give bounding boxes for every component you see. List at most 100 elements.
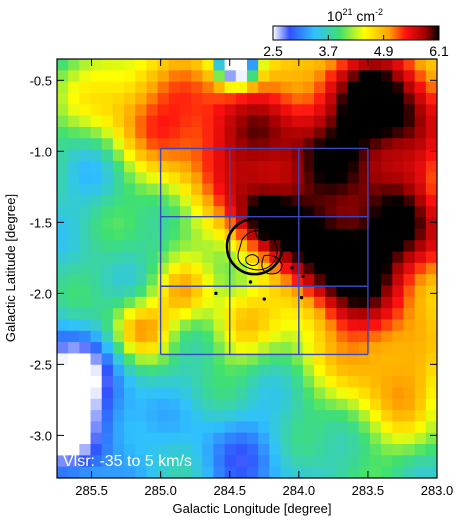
y-tick-label: -2.0	[30, 286, 52, 301]
heatmap-cell	[168, 183, 181, 196]
heatmap-cell	[280, 92, 293, 105]
heatmap-cell	[57, 421, 69, 434]
heatmap-cell	[135, 330, 148, 343]
heatmap-cell	[369, 319, 382, 332]
heatmap-cell	[403, 410, 416, 422]
heatmap-cell	[235, 421, 248, 434]
heatmap-cell	[135, 285, 148, 298]
heatmap-cell	[258, 160, 270, 173]
heatmap-cell	[392, 138, 405, 151]
heatmap-cell	[101, 126, 114, 139]
heatmap-cell	[414, 149, 427, 162]
heatmap-cell	[213, 398, 226, 411]
heatmap-cell	[79, 172, 92, 185]
heatmap-cell	[381, 92, 393, 105]
heatmap-cell	[347, 104, 360, 117]
heatmap-cell	[414, 194, 427, 207]
heatmap-cell	[258, 387, 270, 400]
heatmap-cell	[213, 59, 226, 71]
heatmap-cell	[291, 432, 304, 445]
heatmap-cell	[68, 444, 80, 456]
heatmap-cell	[101, 376, 114, 389]
heatmap-cell	[224, 364, 237, 377]
heatmap-cell	[179, 59, 192, 71]
heatmap-cell	[381, 126, 393, 139]
heatmap-cell	[124, 398, 136, 411]
heatmap-cell	[369, 410, 382, 422]
heatmap-cell	[302, 421, 315, 434]
heatmap-cell	[90, 104, 103, 117]
heatmap-cell	[68, 387, 80, 400]
heatmap-cell	[124, 81, 136, 94]
heatmap-cell	[336, 92, 349, 105]
heatmap-cell	[425, 217, 437, 230]
heatmap-cell	[101, 138, 114, 151]
heatmap-cell	[325, 160, 338, 173]
heatmap-cell	[157, 183, 170, 196]
heatmap-cell	[381, 455, 393, 468]
heatmap-cell	[269, 398, 282, 411]
heatmap-cell	[425, 251, 437, 264]
heatmap-cell	[101, 466, 114, 478]
heatmap-cell	[202, 194, 215, 207]
heatmap-cell	[369, 217, 382, 230]
heatmap-cell	[202, 240, 215, 253]
heatmap-cell	[291, 160, 304, 173]
heatmap-cell	[57, 342, 69, 355]
heatmap-cell	[135, 342, 148, 355]
heatmap-cell	[168, 353, 181, 366]
heatmap-cell	[258, 81, 270, 94]
heatmap-cell	[269, 466, 282, 478]
heatmap-cell	[325, 455, 338, 468]
heatmap-cell	[392, 240, 405, 253]
heatmap-cell	[403, 353, 416, 366]
heatmap-cell	[112, 240, 125, 253]
heatmap-cell	[202, 376, 215, 389]
heatmap-cell	[314, 398, 326, 411]
heatmap-cell	[124, 183, 136, 196]
heatmap-cell	[179, 172, 192, 185]
heatmap-cell	[79, 376, 92, 389]
heatmap-cell	[213, 251, 226, 264]
heatmap-cell	[314, 455, 326, 468]
heatmap-cell	[235, 70, 248, 83]
heatmap-cell	[325, 251, 338, 264]
heatmap-cell	[314, 387, 326, 400]
heatmap-cell	[325, 104, 338, 117]
heatmap-cell	[269, 92, 282, 105]
heatmap-cell	[191, 376, 203, 389]
heatmap-cell	[291, 104, 304, 117]
heatmap-cell	[235, 364, 248, 377]
heatmap-cell	[302, 81, 315, 94]
heatmap-cell	[157, 410, 170, 422]
heatmap-cell	[336, 342, 349, 355]
heatmap-cell	[369, 172, 382, 185]
heatmap-cell	[135, 206, 148, 219]
heatmap-cell	[269, 126, 282, 139]
heatmap-cell	[392, 59, 405, 71]
heatmap-cell	[258, 432, 270, 445]
heatmap-cell	[247, 217, 259, 230]
heatmap-cell	[112, 81, 125, 94]
heatmap-cell	[403, 364, 416, 377]
heatmap-cell	[224, 92, 237, 105]
heatmap-cell	[258, 104, 270, 117]
heatmap-cell	[403, 115, 416, 128]
heatmap-cell	[157, 421, 170, 434]
heatmap-cell	[146, 81, 159, 94]
heatmap-cell	[168, 432, 181, 445]
heatmap-cell	[202, 149, 215, 162]
heatmap-cell	[124, 70, 136, 83]
heatmap-cell	[101, 364, 114, 377]
heatmap-cell	[258, 444, 270, 456]
heatmap-cell	[369, 466, 382, 478]
heatmap-cell	[157, 81, 170, 94]
heatmap-cell	[302, 59, 315, 71]
heatmap-cell	[168, 387, 181, 400]
heatmap-cell	[291, 421, 304, 434]
heatmap-cell	[101, 296, 114, 309]
heatmap-cell	[280, 251, 293, 264]
heatmap-cell	[347, 432, 360, 445]
heatmap-cell	[68, 251, 80, 264]
heatmap-cell	[425, 126, 437, 139]
